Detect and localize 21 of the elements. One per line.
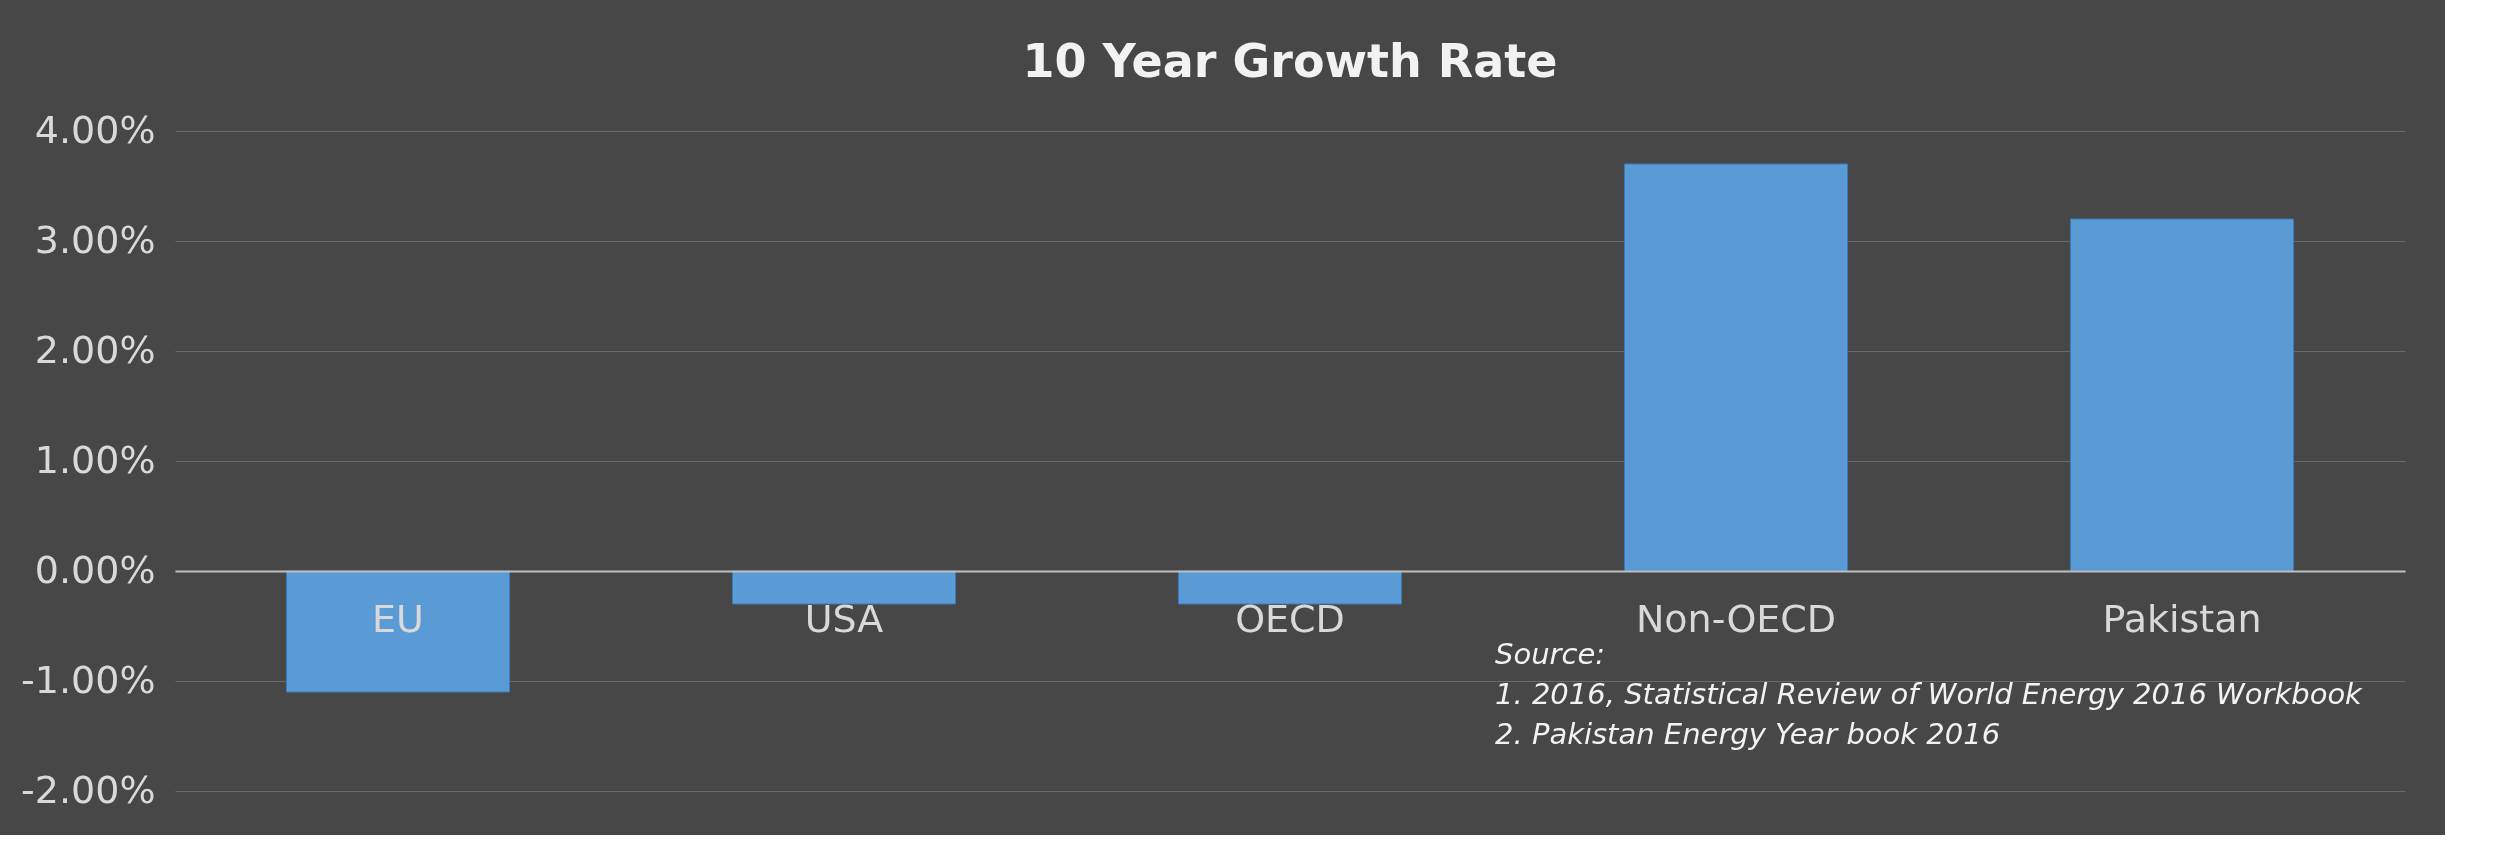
y-tick-label: 2.00% [34, 327, 156, 372]
chart-title: 10 Year Growth Rate [1022, 34, 1558, 88]
y-tick-label: 1.00% [34, 437, 156, 482]
y-tick-label: 0.00% [34, 547, 156, 592]
bar [1178, 570, 1402, 605]
y-tick-label: 3.00% [34, 217, 156, 262]
annotation: Source: [1495, 637, 1606, 671]
bar [2070, 218, 2294, 572]
bar [1624, 163, 1848, 572]
x-tick-label: EU [372, 596, 424, 641]
annotation: 2. Pakistan Energy Year book 2016 [1495, 717, 2001, 751]
y-tick-label: -1.00% [21, 657, 156, 702]
x-tick-label: USA [804, 596, 884, 641]
bar [732, 570, 956, 605]
annotation: 1. 2016, Statistical Review of World Energy 2016 Workbook [1495, 677, 2364, 711]
y-tick-label: 4.00% [34, 107, 156, 152]
x-tick-label: OECD [1235, 596, 1345, 641]
y-tick-label: -2.00% [21, 767, 156, 812]
bar [286, 570, 510, 693]
x-tick-label: Non-OECD [1635, 596, 1837, 641]
x-tick-label: Pakistan [2102, 596, 2262, 641]
